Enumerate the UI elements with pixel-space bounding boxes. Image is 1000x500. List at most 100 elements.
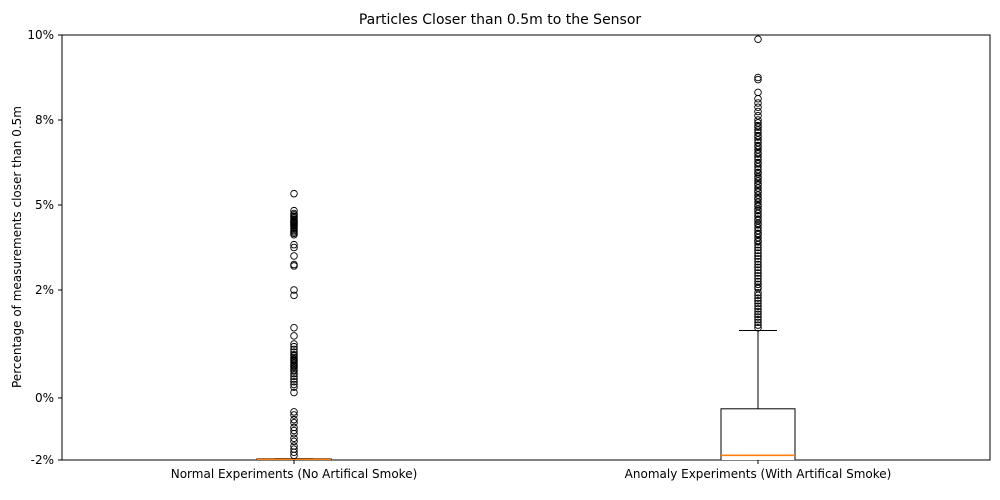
outlier-point (754, 263, 762, 272)
outlier-point (754, 223, 762, 232)
outlier-point (754, 321, 762, 329)
outlier-point (754, 238, 762, 246)
outlier-point (754, 99, 762, 107)
y-tick-label: -2% (31, 453, 54, 467)
y-tick-label: 5% (35, 198, 54, 212)
outlier-point (754, 107, 762, 116)
outlier-point (754, 153, 762, 161)
outlier-point (290, 206, 298, 215)
outlier-point (754, 307, 762, 316)
outlier-point (754, 119, 762, 127)
outlier-point (754, 302, 762, 310)
outlier-point (754, 212, 762, 221)
outlier-point (290, 342, 298, 351)
outlier-point (290, 340, 298, 348)
outlier-point (754, 198, 762, 206)
outlier-point (754, 177, 762, 185)
x-category-label: Normal Experiments (No Artifical Smoke) (171, 467, 418, 481)
outlier-point (290, 286, 298, 294)
outlier-point (754, 94, 762, 103)
outlier-point (754, 103, 762, 111)
outlier-point (754, 128, 762, 137)
outlier-point (754, 116, 762, 124)
outlier-point (754, 280, 762, 289)
outlier-point (290, 419, 298, 427)
x-category-label: Anomaly Experiments (With Artifical Smok… (625, 467, 892, 481)
outlier-point (754, 240, 762, 249)
outlier-point (290, 189, 298, 198)
outlier-point (290, 262, 298, 270)
outlier-point (290, 243, 298, 252)
outlier-point (754, 230, 762, 239)
outlier-point (290, 324, 298, 332)
outlier-point (290, 252, 298, 260)
outlier-point (754, 184, 762, 192)
outlier-point (754, 221, 762, 229)
outlier-point (754, 145, 762, 154)
outlier-point (290, 415, 298, 424)
outlier-point (290, 383, 298, 391)
outlier-point (754, 249, 762, 257)
outlier-point (754, 318, 762, 327)
outlier-point (754, 260, 762, 269)
outlier-point (290, 426, 298, 435)
outlier-point (754, 277, 762, 286)
outlier-point (754, 126, 762, 134)
outlier-point (754, 324, 762, 332)
outlier-point (754, 209, 762, 218)
outlier-point (754, 315, 762, 324)
outlier-point (290, 367, 298, 375)
outlier-point (754, 269, 762, 277)
outlier-point (754, 111, 762, 120)
outlier-point (754, 252, 762, 260)
outlier-point (754, 162, 762, 171)
outlier-point (754, 150, 762, 158)
outlier-point (754, 160, 762, 168)
y-axis-label: Percentage of measurements closer than 0… (10, 106, 24, 388)
outlier-point (290, 291, 298, 300)
outlier-point (754, 246, 762, 255)
iqr-box (720, 408, 796, 460)
outlier-point (290, 429, 298, 438)
outlier-point (754, 297, 762, 305)
outlier-point (754, 274, 762, 283)
outlier-point (290, 388, 298, 397)
outlier-point (290, 448, 298, 456)
outlier-point (290, 411, 298, 419)
axes-spines (61, 34, 991, 461)
boxplot-series (720, 35, 796, 460)
outlier-point (754, 123, 762, 131)
outlier-point (754, 216, 762, 225)
outlier-point (754, 233, 762, 242)
outlier-point (754, 310, 762, 319)
outlier-point (754, 226, 762, 235)
outlier-point (754, 299, 762, 308)
outlier-point (754, 195, 762, 204)
outlier-point (754, 75, 762, 84)
outlier-point (290, 437, 298, 446)
outlier-point (754, 313, 762, 321)
outlier-point (754, 143, 762, 151)
outlier-point (754, 136, 762, 144)
outlier-point (754, 294, 762, 302)
outlier-point (754, 206, 762, 215)
outlier-point (754, 243, 762, 252)
outlier-point (754, 138, 762, 147)
outlier-point (290, 369, 298, 378)
chart-title: Particles Closer than 0.5m to the Sensor (359, 12, 642, 28)
boxplot-series (256, 189, 332, 460)
outlier-point (754, 73, 762, 82)
outlier-point (290, 375, 298, 383)
outlier-point (290, 230, 298, 239)
outlier-point (754, 165, 762, 174)
outlier-point (754, 202, 762, 211)
outlier-point (754, 266, 762, 274)
outlier-point (754, 191, 762, 199)
outlier-point (754, 272, 762, 280)
outlier-point (754, 155, 762, 164)
outlier-point (290, 240, 298, 249)
y-tick-label: 0% (35, 391, 54, 405)
outlier-point (754, 255, 762, 263)
